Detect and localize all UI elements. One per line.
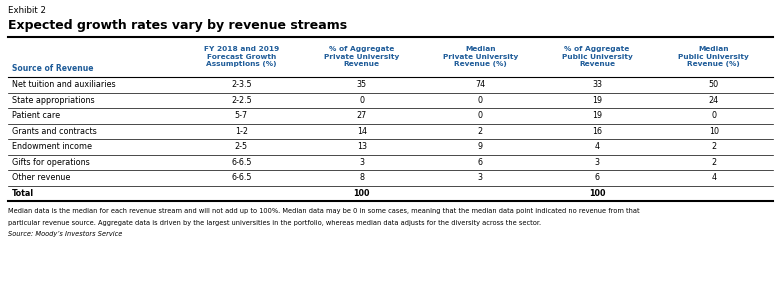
Text: 9: 9 xyxy=(478,142,483,151)
Text: Median data is the median for each revenue stream and will not add up to 100%. M: Median data is the median for each reven… xyxy=(8,208,640,214)
Text: Other revenue: Other revenue xyxy=(12,173,70,182)
Text: State appropriations: State appropriations xyxy=(12,96,95,105)
Text: Total: Total xyxy=(12,189,34,198)
Text: 19: 19 xyxy=(592,96,602,105)
Text: 2-3.5: 2-3.5 xyxy=(231,80,251,89)
Text: 2-5: 2-5 xyxy=(235,142,248,151)
Text: 3: 3 xyxy=(359,158,364,167)
Text: Endowment income: Endowment income xyxy=(12,142,92,151)
Text: 35: 35 xyxy=(357,80,367,89)
Text: 0: 0 xyxy=(478,96,483,105)
Text: Grants and contracts: Grants and contracts xyxy=(12,127,96,136)
Text: 8: 8 xyxy=(359,173,364,182)
Text: 1-2: 1-2 xyxy=(235,127,248,136)
Text: 100: 100 xyxy=(589,189,605,198)
Text: Gifts for operations: Gifts for operations xyxy=(12,158,89,167)
Text: 27: 27 xyxy=(356,111,367,120)
Text: 2-2.5: 2-2.5 xyxy=(231,96,252,105)
Text: 6: 6 xyxy=(478,158,483,167)
Text: 14: 14 xyxy=(357,127,366,136)
Text: 74: 74 xyxy=(475,80,485,89)
Text: Patient care: Patient care xyxy=(12,111,60,120)
Text: Source of Revenue: Source of Revenue xyxy=(12,64,93,73)
Text: Net tuition and auxiliaries: Net tuition and auxiliaries xyxy=(12,80,116,89)
Text: Expected growth rates vary by revenue streams: Expected growth rates vary by revenue st… xyxy=(8,19,347,32)
Text: 4: 4 xyxy=(711,173,717,182)
Text: % of Aggregate
Public University
Revenue: % of Aggregate Public University Revenue xyxy=(562,46,633,68)
Text: FY 2018 and 2019
Forecast Growth
Assumptions (%): FY 2018 and 2019 Forecast Growth Assumpt… xyxy=(204,46,279,68)
Text: particular revenue source. Aggregate data is driven by the largest universities : particular revenue source. Aggregate dat… xyxy=(8,219,541,225)
Text: Median
Private University
Revenue (%): Median Private University Revenue (%) xyxy=(443,46,518,68)
Text: % of Aggregate
Private University
Revenue: % of Aggregate Private University Revenu… xyxy=(324,46,399,68)
Text: 2: 2 xyxy=(711,142,717,151)
Text: 10: 10 xyxy=(709,127,719,136)
Text: Median
Public University
Revenue (%): Median Public University Revenue (%) xyxy=(678,46,749,68)
Text: Source: Moody’s Investors Service: Source: Moody’s Investors Service xyxy=(8,231,122,237)
Text: 100: 100 xyxy=(353,189,370,198)
Text: Exhibit 2: Exhibit 2 xyxy=(8,6,46,15)
Text: 2: 2 xyxy=(711,158,717,167)
Text: 0: 0 xyxy=(359,96,364,105)
Text: 13: 13 xyxy=(357,142,366,151)
Text: 24: 24 xyxy=(709,96,719,105)
Text: 3: 3 xyxy=(478,173,483,182)
Text: 5-7: 5-7 xyxy=(235,111,248,120)
Text: 33: 33 xyxy=(592,80,602,89)
Text: 6-6.5: 6-6.5 xyxy=(231,158,251,167)
Text: 0: 0 xyxy=(711,111,717,120)
Text: 2: 2 xyxy=(478,127,483,136)
Text: 6-6.5: 6-6.5 xyxy=(231,173,251,182)
Text: 0: 0 xyxy=(478,111,483,120)
Text: 3: 3 xyxy=(594,158,600,167)
Text: 50: 50 xyxy=(709,80,719,89)
Text: 4: 4 xyxy=(594,142,600,151)
Text: 6: 6 xyxy=(594,173,600,182)
Text: 16: 16 xyxy=(592,127,602,136)
Text: 19: 19 xyxy=(592,111,602,120)
